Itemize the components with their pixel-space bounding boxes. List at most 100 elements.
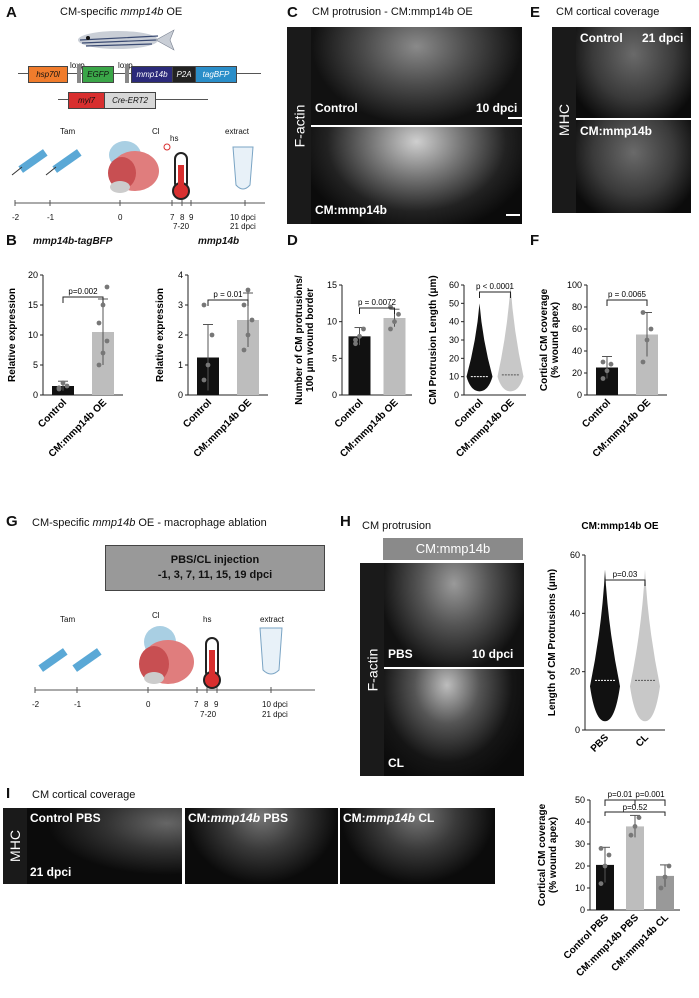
panel-i-sidebar: MHC: [3, 808, 27, 884]
tick-g: 10 dpci: [262, 700, 288, 709]
y-tick-label: 40: [572, 346, 582, 356]
panel-label-h: H: [340, 513, 351, 530]
injection-schedule-box: PBS/CL injection -1, 3, 7, 11, 15, 19 dpc…: [105, 545, 325, 591]
thermometer-icon: [164, 144, 189, 199]
construct-myl7: myl7: [68, 92, 105, 109]
y-tick-label: 5: [33, 360, 38, 370]
data-point: [246, 333, 251, 338]
y-tick-label: 80: [572, 302, 582, 312]
data-point: [242, 303, 247, 308]
panel-d-charts: 051015Number of CM protrusions/100 μm wo…: [286, 235, 531, 510]
data-point: [633, 824, 638, 829]
scale-bar: [506, 214, 520, 216]
data-point: [667, 864, 672, 869]
p-value-label: p=0.001: [635, 790, 665, 799]
tick-g: 9: [214, 700, 218, 709]
violin: [498, 285, 524, 391]
construct-egfp: EGFP: [82, 66, 114, 83]
tube-icon: [233, 147, 253, 189]
bar: [384, 318, 406, 395]
data-point: [101, 303, 106, 308]
loxp-site-2: [125, 64, 129, 83]
violin: [467, 303, 493, 391]
data-point: [105, 339, 110, 344]
x-tick-label: Control: [181, 397, 214, 430]
tick-a: -1: [47, 213, 54, 222]
panel-h-chart: 0 20 40 60 Length of CM Protrusions (μm) PBS C…: [530, 515, 698, 785]
data-point: [202, 378, 207, 383]
y-tick-label: 10: [327, 317, 337, 327]
micrograph-cl-factin: CL: [384, 669, 524, 776]
data-point: [97, 363, 102, 368]
data-point: [663, 875, 668, 880]
chart-title: CM:mmp14b OE: [581, 521, 659, 532]
micrograph-mmp14b-mhc: CM:mmp14b: [576, 120, 691, 213]
x-tick-label: Control: [36, 397, 69, 430]
data-point: [645, 338, 650, 343]
y-axis-label: 100 μm wound border: [305, 288, 316, 392]
tube-icon: [260, 628, 282, 674]
construct-hsp70l: hsp70l: [28, 66, 68, 83]
data-point: [605, 368, 610, 373]
tick-a: 10 dpci: [230, 213, 256, 222]
data-point: [57, 385, 62, 390]
y-axis-label: Length of CM Protrusions (μm): [547, 569, 558, 716]
data-point: [649, 327, 654, 332]
syringe-icon: [46, 149, 82, 175]
y-tick-label: 20: [28, 270, 38, 280]
y-tick-label: 60: [570, 550, 580, 560]
y-axis-label: CM Protrusion Length (μm): [428, 275, 439, 404]
y-tick-label: 40: [449, 317, 459, 327]
panel-label-c: C: [287, 4, 298, 21]
scale-bar: [508, 117, 522, 119]
y-tick-label: 20: [575, 861, 585, 871]
thermometer-icon: [204, 638, 220, 688]
micrograph-mmp14b-cl: CM:mmp14b CL: [340, 808, 495, 884]
data-point: [206, 363, 211, 368]
data-point: [641, 310, 646, 315]
y-tick-label: 0: [332, 390, 337, 400]
tick-g: 7: [194, 700, 198, 709]
heart-icon: [139, 626, 194, 684]
tick-g: -1: [74, 700, 81, 709]
data-point: [97, 321, 102, 326]
y-tick-label: 40: [570, 608, 580, 618]
tick-g: 0: [146, 700, 150, 709]
y-axis-label: Relative expression: [155, 288, 166, 382]
data-point: [65, 384, 70, 389]
y-tick-label: 10: [575, 883, 585, 893]
y-tick-label: 4: [178, 270, 183, 280]
data-point: [388, 327, 393, 332]
tick-g2: 21 dpci: [262, 710, 288, 719]
data-point: [599, 881, 604, 886]
p-value-label: p = 0.0072: [358, 298, 397, 307]
y-axis-label: (% wound apex): [548, 817, 559, 893]
panel-e-sidebar: MHC: [552, 27, 576, 213]
data-point: [601, 360, 606, 365]
y-tick-label: 20: [570, 667, 580, 677]
tick-g2: 7-20: [200, 710, 216, 719]
p-value-label: p < 0.0001: [476, 282, 515, 291]
syringe-icon: [38, 648, 67, 672]
panel-e-title: CM cortical coverage: [556, 6, 659, 18]
micrograph-control-pbs: Control PBS 21 dpci: [27, 808, 182, 884]
y-tick-label: 15: [28, 300, 38, 310]
panel-c-title: CM protrusion - CM:mmp14b OE: [312, 6, 473, 18]
significance-bracket: [607, 300, 647, 306]
y-tick-label: 1: [178, 360, 183, 370]
y-tick-label: 30: [575, 839, 585, 849]
chart-b1-title: mmp14b-tagBFP: [33, 236, 112, 247]
construct-tagbfp: tagBFP: [195, 66, 237, 83]
data-point: [601, 376, 606, 381]
y-tick-label: 50: [575, 795, 585, 805]
construct-p2a: P2A: [172, 66, 196, 83]
data-point: [603, 864, 608, 869]
x-tick-label: CM:mmp14b OE: [454, 397, 517, 460]
data-point: [210, 333, 215, 338]
data-point: [392, 319, 397, 324]
y-tick-label: 40: [575, 817, 585, 827]
data-point: [396, 312, 401, 317]
significance-bracket: [63, 297, 103, 303]
bar: [626, 826, 644, 910]
